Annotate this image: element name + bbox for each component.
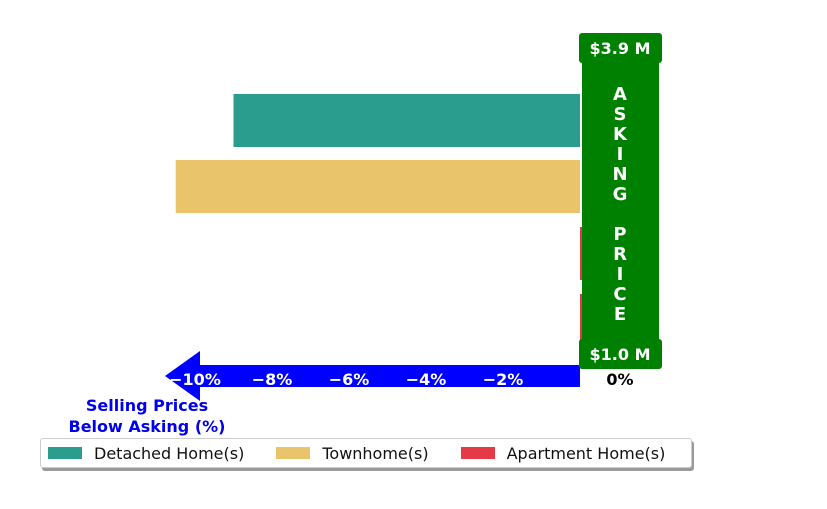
legend-item-apartment: Apartment Home(s) (460, 443, 666, 463)
legend-item-detached: Detached Home(s) (48, 444, 244, 463)
bar-2 (175, 160, 580, 213)
x-tick-label-2: −6% (329, 370, 370, 389)
top-price-label: $3.9 M (590, 39, 651, 58)
x-tick-label-5: 0% (606, 370, 633, 389)
legend-swatch-detached (48, 447, 82, 459)
top-price-box (579, 33, 662, 63)
x-tick-label-4: −2% (483, 370, 524, 389)
banner-body (582, 55, 659, 347)
legend: Detached Home(s) Townhome(s) Apartment H… (40, 438, 692, 468)
bottom-price-box (579, 339, 662, 369)
legend-label-detached: Detached Home(s) (94, 443, 245, 463)
legend-label-townhome: Townhome(s) (322, 443, 429, 463)
bottom-price-label: $1.0 M (590, 345, 651, 364)
x-axis-label: Selling Prices Below Asking (%) (69, 396, 226, 436)
x-axis-label-text: Selling Prices Below Asking (%) (69, 396, 226, 436)
bar-1 (233, 94, 580, 147)
tick-labels-group: −10% −8% −6% −4% −2% 0% (169, 370, 633, 389)
x-tick-label-0: −10% (169, 370, 221, 389)
legend-swatch-townhome (276, 447, 311, 459)
bars-group (175, 94, 588, 347)
axis-arrow (165, 351, 580, 401)
legend-label-apartment: Apartment Home(s) (506, 443, 666, 463)
x-tick-label-1: −8% (252, 370, 293, 389)
x-tick-label-3: −4% (406, 370, 447, 389)
legend-swatch-apartment (460, 447, 495, 459)
legend-item-townhome: Townhome(s) (276, 443, 429, 463)
